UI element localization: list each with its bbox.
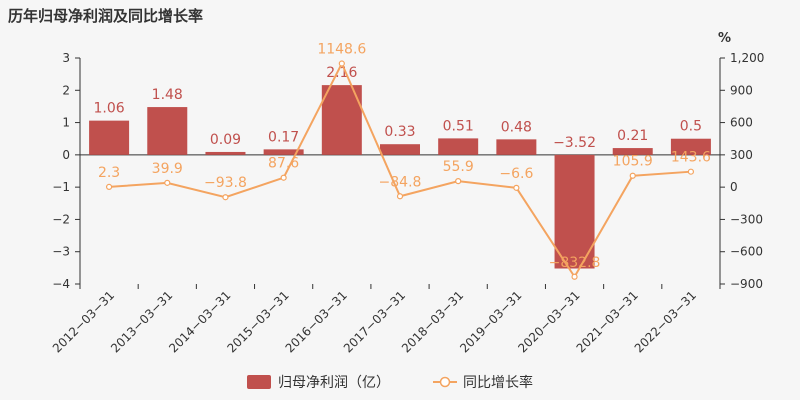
x-tick-label: 2022−03−31 bbox=[632, 288, 699, 355]
growth-point bbox=[571, 273, 578, 280]
right-tick-label: −900 bbox=[730, 277, 763, 291]
bar bbox=[321, 85, 362, 155]
bar bbox=[496, 139, 537, 155]
growth-point bbox=[396, 193, 404, 200]
left-tick-label: −1 bbox=[52, 180, 70, 194]
growth-data-label: 2.3 bbox=[98, 165, 120, 181]
growth-point bbox=[164, 179, 171, 186]
growth-point bbox=[629, 172, 636, 179]
bar-data-label: 0.48 bbox=[501, 119, 532, 135]
right-tick-label: 0 bbox=[730, 180, 738, 194]
bar bbox=[263, 149, 304, 155]
right-tick-label: −600 bbox=[730, 245, 763, 259]
legend-line-marker bbox=[439, 376, 451, 388]
growth-point bbox=[280, 174, 287, 181]
right-tick-label: 900 bbox=[730, 83, 753, 97]
growth-point bbox=[105, 183, 113, 190]
legend-bar-swatch bbox=[247, 375, 271, 389]
growth-point bbox=[455, 178, 462, 185]
growth-data-label: −93.8 bbox=[204, 175, 247, 191]
bar-data-label: 1.06 bbox=[94, 101, 125, 117]
growth-data-label: −84.8 bbox=[379, 174, 422, 190]
legend-line-label: 同比增长率 bbox=[463, 374, 533, 391]
growth-line bbox=[109, 61, 691, 279]
growth-data-label: 55.9 bbox=[443, 159, 474, 175]
bar-data-label: 2.16 bbox=[326, 65, 357, 81]
growth-point bbox=[338, 60, 345, 67]
left-tick-label: 1 bbox=[62, 116, 70, 130]
bar-data-label: 1.48 bbox=[152, 87, 183, 103]
left-tick-label: −3 bbox=[52, 245, 70, 259]
right-axis-unit: % bbox=[718, 31, 731, 46]
bar bbox=[612, 148, 653, 155]
bar-data-label: 0.09 bbox=[210, 132, 241, 148]
left-tick-label: −4 bbox=[52, 277, 70, 291]
bar-data-label: 0.33 bbox=[384, 124, 415, 140]
bar bbox=[147, 107, 188, 155]
right-tick-label: 600 bbox=[730, 116, 753, 130]
growth-data-label: −6.6 bbox=[499, 166, 533, 182]
bar-data-label: −3.52 bbox=[553, 135, 596, 151]
growth-data-label: 105.9 bbox=[613, 154, 653, 170]
left-tick-label: 2 bbox=[62, 83, 70, 97]
growth-point bbox=[687, 168, 695, 175]
left-tick-label: −2 bbox=[52, 212, 70, 226]
bar-data-label: 0.5 bbox=[680, 119, 702, 135]
legend-bar-label: 归母净利润（亿） bbox=[278, 374, 390, 391]
growth-data-label: 1148.6 bbox=[317, 42, 366, 58]
bar-data-label: 0.21 bbox=[617, 128, 648, 144]
right-tick-label: 1,200 bbox=[730, 51, 764, 65]
bar bbox=[438, 138, 479, 155]
bar bbox=[670, 138, 711, 155]
growth-data-label: −832.8 bbox=[549, 255, 601, 271]
right-tick-label: −300 bbox=[730, 212, 763, 226]
bar bbox=[89, 120, 130, 155]
growth-data-label: 143.6 bbox=[671, 150, 711, 166]
right-tick-label: 300 bbox=[730, 148, 753, 162]
bar bbox=[554, 154, 595, 269]
bar-data-label: 0.17 bbox=[268, 129, 299, 145]
chart-title: 历年归母净利润及同比增长率 bbox=[8, 7, 204, 25]
bar bbox=[380, 144, 420, 155]
growth-point bbox=[222, 194, 229, 201]
growth-data-label: 39.9 bbox=[152, 161, 183, 177]
bar-data-label: 0.51 bbox=[443, 118, 474, 134]
left-tick-label: 0 bbox=[62, 148, 70, 162]
growth-data-label: 87.6 bbox=[268, 156, 299, 172]
left-tick-label: 3 bbox=[62, 51, 70, 65]
growth-point bbox=[513, 184, 520, 191]
bar bbox=[205, 151, 246, 155]
